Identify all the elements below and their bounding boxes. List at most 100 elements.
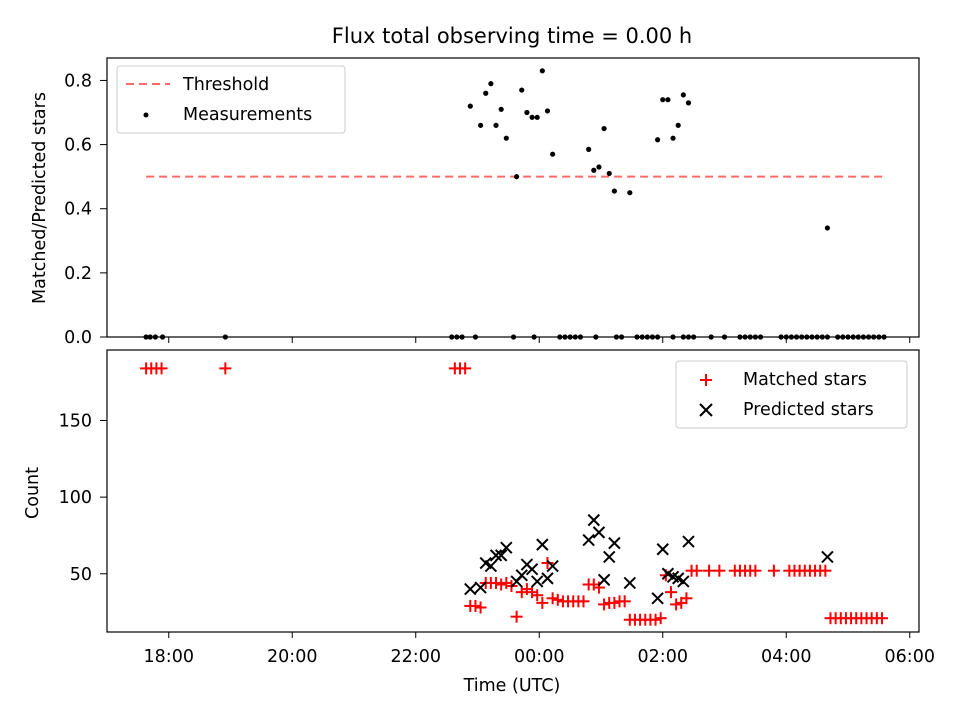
measurement-point — [835, 334, 841, 340]
matched-star-point — [546, 592, 559, 605]
measurement-point — [524, 109, 530, 116]
ratio-y-tick-label: 0.6 — [64, 136, 92, 156]
measurement-point — [586, 146, 592, 152]
measurement-point — [493, 122, 499, 128]
x-tick-label: 00:00 — [514, 647, 564, 667]
measurement-point — [593, 334, 599, 340]
measurement-point — [840, 334, 846, 340]
measurement-point — [488, 81, 494, 87]
measurement-point — [850, 334, 856, 340]
measurement-point — [649, 334, 656, 340]
measurement-point — [627, 190, 633, 196]
predicted-star-point — [597, 573, 611, 587]
measurement-point — [881, 334, 887, 340]
predicted-star-point — [536, 538, 549, 551]
measurement-point — [655, 334, 661, 340]
measurement-point — [708, 334, 714, 340]
measurement-point — [519, 87, 525, 93]
predicted-star-point — [603, 550, 616, 564]
measurement-point — [534, 114, 540, 120]
legend-measurements-label: Measurements — [183, 105, 312, 125]
measurement-point — [845, 334, 851, 340]
matched-star-point — [495, 578, 508, 591]
matched-star-point — [577, 595, 590, 608]
measurement-point — [670, 135, 676, 141]
matched-star-point — [664, 586, 677, 599]
measurement-point — [747, 334, 753, 340]
matched-star-point — [490, 576, 503, 589]
measurement-point — [778, 334, 784, 340]
x-tick-label: 04:00 — [761, 647, 811, 667]
legend-predicted-label: Predicted stars — [743, 400, 874, 420]
measurement-point — [467, 103, 473, 109]
measurement-point — [159, 334, 166, 340]
predicted-star-point — [821, 550, 834, 564]
x-tick-label: 06:00 — [885, 647, 935, 667]
matched-star-point — [598, 598, 611, 611]
measurement-point — [634, 334, 640, 340]
ratio-y-tick-label: 0.0 — [64, 328, 92, 348]
measurement-point — [809, 334, 815, 340]
measurement-point — [147, 334, 153, 340]
measurement-point — [680, 92, 686, 98]
measurement-point — [783, 334, 789, 340]
measurement-point — [483, 90, 489, 96]
measurement-point — [152, 334, 158, 340]
measurement-point — [591, 167, 597, 173]
measurement-point — [498, 106, 504, 112]
predicted-star-point — [623, 576, 637, 590]
measurement-point — [644, 334, 650, 340]
count-y-tick-label: 100 — [59, 488, 92, 508]
measurement-point — [660, 97, 666, 103]
measurement-point — [675, 122, 681, 128]
measurement-point — [449, 334, 455, 340]
count-y-tick-label: 50 — [70, 565, 92, 585]
matched-star-point — [670, 598, 683, 611]
predicted-star-point — [474, 581, 487, 594]
count-legend: Matched stars Predicted stars — [675, 360, 908, 429]
count-panel: 50 100 150 18:00 20:00 22:00 00:00 02:00 04:00 0… — [23, 349, 935, 696]
measurement-point — [557, 334, 563, 340]
matched-star-point — [541, 557, 554, 570]
measurement-point — [544, 108, 551, 114]
measurement-point — [514, 174, 520, 180]
measurement-point — [639, 334, 645, 340]
predicted-star-point — [500, 541, 513, 554]
predicted-star-point — [656, 543, 669, 556]
measurement-point — [567, 334, 573, 340]
matched-star-point — [531, 589, 544, 602]
matched-star-point — [510, 610, 523, 623]
matched-star-point — [592, 581, 605, 594]
matched-star-point — [767, 564, 780, 577]
measurement-point — [685, 100, 692, 106]
measurement-point — [143, 334, 149, 340]
predicted-star-point — [484, 559, 498, 573]
predicted-star-point — [515, 569, 528, 582]
ratio-y-tick-label: 0.8 — [64, 71, 92, 91]
predicted-star-point — [651, 592, 664, 605]
matched-star-point — [474, 601, 487, 614]
measurement-point — [606, 170, 612, 177]
count-y-axis-label: Count — [23, 467, 43, 519]
ratio-y-tick-label: 0.2 — [64, 264, 92, 284]
matched-star-point — [703, 564, 716, 577]
measurement-point — [655, 137, 661, 143]
measurement-point — [613, 334, 620, 340]
measurement-point — [459, 334, 465, 340]
predicted-star-point — [464, 582, 477, 596]
measurement-point — [601, 125, 607, 132]
matched-star-point — [459, 362, 472, 375]
matched-star-point — [219, 362, 232, 375]
predicted-star-point — [489, 549, 503, 562]
count-y-tick-label: 150 — [59, 412, 92, 432]
matched-star-point — [819, 564, 832, 577]
measurement-point — [742, 334, 748, 340]
matched-star-point — [649, 613, 662, 626]
measurement-point — [824, 225, 831, 231]
predicted-star-point — [546, 559, 559, 573]
ratio-panel: Flux total observing time = 0.00 h 0.0 0.… — [30, 24, 920, 348]
predicted-star-point — [525, 562, 539, 576]
predicted-star-point — [608, 536, 621, 550]
predicted-star-point — [592, 526, 606, 539]
